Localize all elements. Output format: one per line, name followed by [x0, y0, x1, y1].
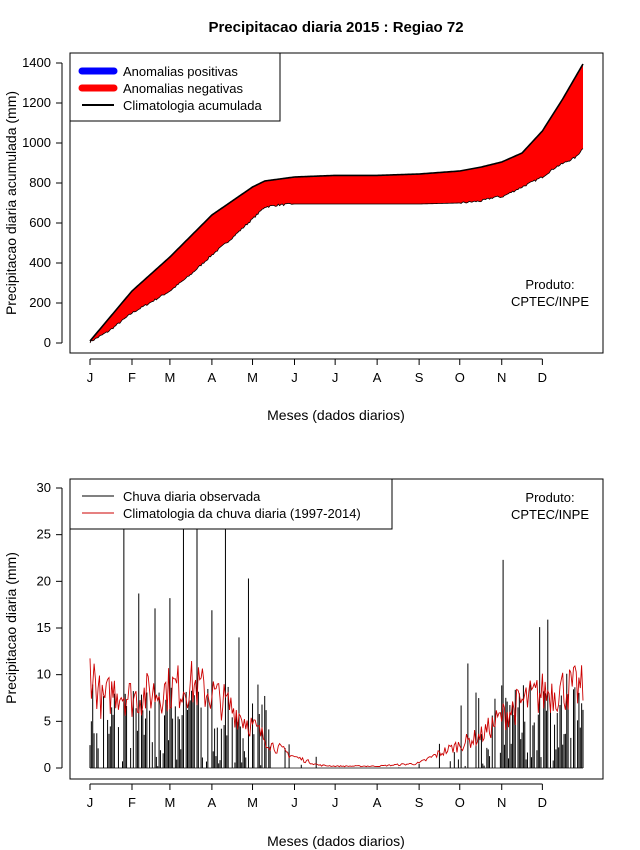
legend-label-daily-climatology: Climatologia da chuva diaria (1997-2014)	[123, 506, 361, 521]
daily-y-tick-label: 15	[37, 620, 51, 635]
daily-y-axis-label: Precipitacao diaria (mm)	[3, 552, 19, 704]
daily-chart: 0 5 10 15 20 25 30 J F M A M J J A S O N D Meses (dados di…	[3, 478, 604, 849]
daily-plot-area	[89, 501, 584, 769]
cumulative-x-tick-label: A	[208, 370, 217, 385]
daily-x-tick-label: M	[164, 795, 175, 810]
daily-product-label: Produto:	[525, 490, 574, 505]
observed-cumulative-line	[89, 148, 584, 344]
cumulative-plot-area	[89, 63, 584, 344]
cumulative-y-tick-label: 1000	[22, 135, 51, 150]
cumulative-y-axis-label: Precipitacao diaria acumulada (mm)	[3, 91, 19, 315]
cumulative-chart: 0 200 400 600 800 1000 1200 1400 J F M A M J J A S O N D Me…	[3, 52, 604, 423]
cumulative-y-tick-label: 0	[44, 335, 51, 350]
negative-anomaly-area	[90, 64, 583, 343]
daily-x-tick-label: J	[87, 795, 94, 810]
cumulative-y-tick-label: 600	[29, 215, 51, 230]
daily-x-tick-label: N	[497, 795, 506, 810]
page-title: Precipitacao diaria 2015 : Regiao 72	[208, 19, 463, 36]
daily-y-tick-label: 30	[37, 480, 51, 495]
daily-x-tick-label: A	[208, 795, 217, 810]
daily-y-tick-label: 25	[37, 527, 51, 542]
daily-x-tick-label: F	[128, 795, 136, 810]
daily-climatology-line	[89, 658, 584, 768]
cumulative-x-tick-label: O	[455, 370, 465, 385]
cumulative-x-tick-label: N	[497, 370, 506, 385]
daily-legend-box	[69, 478, 393, 530]
daily-y-tick-label: 0	[44, 760, 51, 775]
daily-x-tick-label: J	[332, 795, 339, 810]
daily-x-tick-label: O	[455, 795, 465, 810]
cumulative-y-tick-label: 400	[29, 255, 51, 270]
cumulative-x-tick-label: J	[291, 370, 298, 385]
cumulative-x-tick-label: M	[164, 370, 175, 385]
daily-y-tick-label: 20	[37, 573, 51, 588]
cumulative-x-tick-label: F	[128, 370, 136, 385]
cumulative-axes: 0 200 400 600 800 1000 1200 1400 J F M A M J J A S O N D	[22, 55, 547, 385]
cumulative-plot-border	[69, 52, 604, 354]
legend-label-positive: Anomalias positivas	[123, 64, 238, 79]
cumulative-y-tick-label: 800	[29, 175, 51, 190]
daily-x-tick-label: J	[291, 795, 298, 810]
daily-axes: 0 5 10 15 20 25 30 J F M A M J J A S O N D	[37, 480, 548, 810]
daily-legend: Chuva diaria observada Climatologia da c…	[69, 478, 393, 530]
cumulative-product-label: Produto:	[525, 277, 574, 292]
cumulative-x-tick-label: S	[415, 370, 424, 385]
cumulative-product-source: CPTEC/INPE	[511, 294, 589, 309]
daily-x-tick-label: A	[373, 795, 382, 810]
cumulative-y-tick-label: 1200	[22, 95, 51, 110]
cumulative-x-tick-label: J	[87, 370, 94, 385]
cumulative-x-axis-label: Meses (dados diarios)	[267, 407, 405, 423]
cumulative-x-tick-label: M	[247, 370, 258, 385]
cumulative-x-tick-label: A	[373, 370, 382, 385]
daily-product-source: CPTEC/INPE	[511, 507, 589, 522]
daily-x-axis-label: Meses (dados diarios)	[267, 833, 405, 849]
daily-y-tick-label: 5	[44, 713, 51, 728]
cumulative-x-tick-label: D	[538, 370, 547, 385]
daily-y-tick-label: 10	[37, 667, 51, 682]
cumulative-legend: Anomalias positivas Anomalias negativas …	[69, 52, 281, 122]
daily-x-tick-label: S	[415, 795, 424, 810]
legend-label-negative: Anomalias negativas	[123, 81, 243, 96]
legend-label-climatology: Climatologia acumulada	[123, 98, 263, 113]
legend-label-observed: Chuva diaria observada	[123, 489, 261, 504]
cumulative-y-tick-label: 200	[29, 295, 51, 310]
daily-x-tick-label: M	[247, 795, 258, 810]
climatology-cumulative-line	[89, 63, 584, 342]
daily-x-tick-label: D	[538, 795, 547, 810]
cumulative-x-tick-label: J	[332, 370, 339, 385]
cumulative-y-tick-label: 1400	[22, 55, 51, 70]
